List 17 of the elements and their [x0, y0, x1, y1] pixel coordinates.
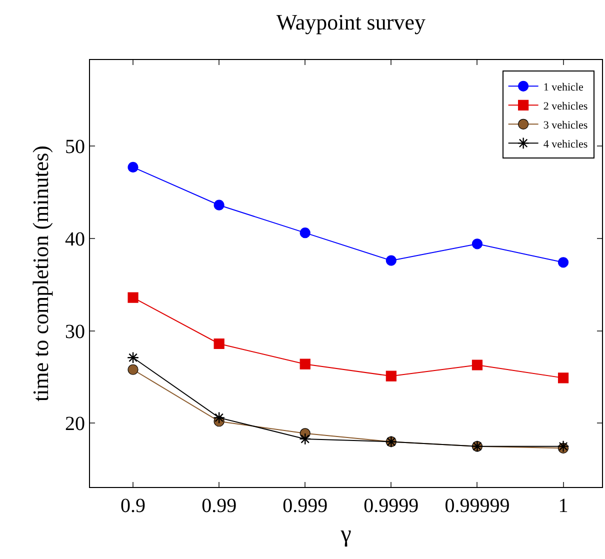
- x-tick-label: 0.99999: [444, 495, 510, 517]
- x-tick-label: 1: [558, 495, 568, 517]
- x-tick-label: 0.99: [202, 495, 237, 517]
- legend-label: 4 vehicles: [543, 138, 588, 150]
- x-tick-label: 0.999: [282, 495, 328, 517]
- x-tick-label: 0.9999: [364, 495, 419, 517]
- x-axis-title: γ: [340, 521, 352, 548]
- y-tick-label: 30: [65, 320, 85, 343]
- legend-label: 1 vehicle: [543, 81, 584, 94]
- x-tick-label: 0.9: [120, 495, 146, 517]
- y-tick-label: 50: [65, 136, 85, 158]
- y-tick-label: 20: [65, 413, 85, 436]
- legend-label: 3 vehicles: [543, 119, 588, 132]
- legend-label: 2 vehicles: [543, 100, 588, 112]
- chart-title: Waypoint survey: [276, 9, 426, 34]
- y-tick-label: 40: [65, 228, 85, 250]
- y-axis-title: time to completion (minutes): [28, 145, 53, 402]
